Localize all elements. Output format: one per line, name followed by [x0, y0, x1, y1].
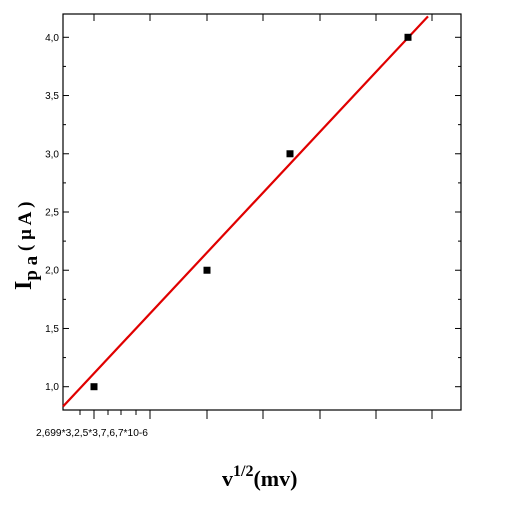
y-tick-label: 4,0 — [45, 33, 59, 44]
y-tick-label: 3,5 — [45, 91, 59, 102]
y-axis-title-subscript: p a — [21, 255, 42, 280]
fit-line-group — [62, 15, 429, 408]
data-point — [404, 33, 412, 41]
data-points — [90, 33, 412, 391]
x-axis-title-superscript: 1/2 — [233, 463, 253, 480]
x-tick-label: 2,699*3,2,5*3,7,6,7*10-6 — [36, 428, 148, 439]
x-axis-title: v1/2(mv) — [222, 463, 297, 491]
plot-frame — [62, 13, 462, 411]
y-tick-label: 3,0 — [45, 149, 59, 160]
y-tick-label: 1,5 — [45, 324, 59, 335]
x-axis-ticks — [79, 14, 433, 419]
data-point — [286, 150, 294, 158]
y-axis-title-units: ( µ A ) — [15, 202, 36, 256]
y-axis-title: Ip a ( µ A ) — [11, 202, 42, 290]
y-axis-title-main: I — [11, 281, 37, 290]
x-axis-title-units: (mv) — [253, 466, 297, 491]
y-axis-ticks: 1,0 1,5 2,0 2,5 3,0 3,5 4,0 — [45, 33, 461, 393]
y-tick-label: 2,5 — [45, 208, 59, 219]
data-point — [90, 383, 98, 391]
fit-line — [62, 15, 429, 408]
x-axis-title-base: v — [222, 466, 233, 491]
y-tick-label: 2,0 — [45, 266, 59, 277]
data-point — [203, 266, 211, 274]
y-tick-label: 1,0 — [45, 382, 59, 393]
